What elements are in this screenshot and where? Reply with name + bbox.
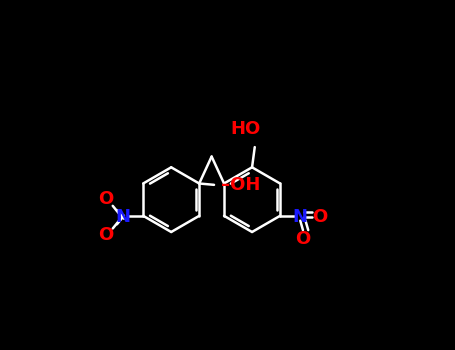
Text: O: O xyxy=(98,226,113,244)
Text: O: O xyxy=(98,190,113,208)
Text: O: O xyxy=(295,230,311,248)
Text: –OH: –OH xyxy=(221,176,260,194)
Text: N: N xyxy=(116,208,131,226)
Text: HO: HO xyxy=(230,120,260,138)
Text: O: O xyxy=(312,208,328,226)
Text: N: N xyxy=(293,208,308,226)
